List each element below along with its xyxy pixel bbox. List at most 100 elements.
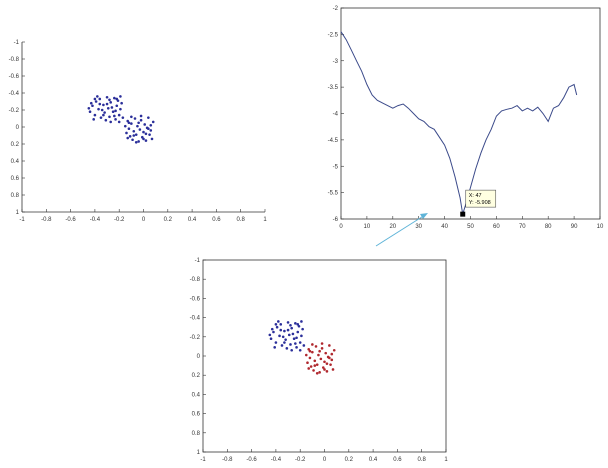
scatter-point (269, 337, 273, 341)
x-tick-label: 10 (597, 224, 604, 230)
scatter-point (289, 343, 292, 346)
scatter-point (307, 367, 311, 370)
scatter-point (287, 333, 291, 337)
scatter-point (130, 122, 133, 125)
scatter-point (330, 352, 334, 356)
scatter-point (323, 368, 326, 371)
scatter-point (131, 138, 134, 142)
scatter-point (98, 97, 102, 101)
scatter-point (117, 113, 121, 117)
scatter-point (291, 332, 295, 336)
scatter-point (109, 120, 112, 124)
scatter-point (294, 342, 297, 345)
scatter-point (92, 118, 95, 121)
scatter-point (151, 120, 155, 124)
y-tick-label: 1 (16, 210, 20, 216)
scatter-point (300, 320, 303, 323)
scatter-point (115, 104, 119, 108)
scatter-point (98, 102, 102, 106)
scatter-point (108, 98, 111, 102)
data-cursor-marker (460, 211, 466, 217)
arrow-shaft (375, 214, 426, 247)
y-tick-label: 0.6 (192, 412, 201, 418)
scatter-point (111, 110, 115, 113)
scatter-point (292, 337, 296, 341)
scatter-point (296, 323, 300, 326)
scatter-point (272, 330, 275, 334)
scatter-point (328, 344, 331, 347)
x-tick-label: 0.6 (393, 457, 402, 463)
scatter-point (319, 357, 323, 361)
x-tick-label: 70 (519, 224, 526, 230)
scatter-point (117, 120, 121, 124)
scatter-point (280, 344, 284, 347)
scatter-point (308, 356, 312, 360)
scatter-point (286, 321, 290, 324)
scatter-point (139, 114, 143, 118)
scatter-point (284, 338, 287, 341)
x-tick-label: 0.4 (369, 457, 378, 463)
tooltip-box (465, 189, 497, 208)
scatter-point (304, 353, 308, 357)
scatter-point (106, 107, 110, 110)
scatter-point (279, 328, 283, 332)
x-tick-label: -1 (200, 457, 206, 463)
scatter-point (306, 361, 309, 365)
y-tick-label: -0.2 (9, 108, 20, 114)
scatter-point (126, 136, 130, 140)
scatter-series-1 (304, 342, 336, 375)
scatter-point (270, 327, 274, 331)
y-tick-label: -6 (333, 217, 339, 223)
scatter-point (324, 351, 328, 355)
scatter-point (121, 116, 125, 119)
scatter-point (89, 101, 93, 105)
scatter-point (149, 124, 153, 127)
y-tick-label: -4.5 (328, 138, 339, 144)
scatter-point (321, 366, 325, 369)
x-tick-label: 80 (545, 224, 552, 230)
scatter-point (289, 323, 292, 327)
scatter-point (113, 96, 116, 100)
scatter-point (125, 131, 128, 135)
scatter-point (274, 341, 278, 344)
tooltip-y-label: Y: -5.908 (469, 200, 491, 206)
line-series-0 (340, 31, 578, 215)
scatter-point (120, 101, 123, 105)
scatter-point (286, 328, 290, 332)
scatter-point (290, 348, 293, 352)
scatter-point (147, 127, 150, 130)
x-tick-label: 0.8 (418, 457, 427, 463)
y-tick-label: 0.8 (11, 193, 20, 199)
scatter-point (138, 128, 142, 131)
x-tick-label: 1 (444, 457, 448, 463)
x-tick-label: 0.6 (212, 217, 221, 223)
scatter-point (132, 134, 136, 137)
y-tick-label: -0.8 (190, 277, 201, 283)
x-tick-label: -0.8 (41, 217, 52, 223)
scatter-point (123, 124, 127, 128)
scatter-point (136, 124, 139, 128)
scatter-point (128, 135, 132, 138)
axes-frame (202, 259, 447, 453)
scatter-point (297, 324, 301, 328)
scatter-point (100, 108, 104, 112)
scatter-point (329, 363, 332, 366)
y-tick-label: -0.6 (190, 296, 201, 302)
y-tick-label: 0.8 (192, 431, 201, 437)
scatter-point (150, 137, 154, 141)
scatter-point (302, 344, 306, 347)
y-tick-label: 0.4 (192, 392, 201, 398)
y-tick-label: 0.4 (11, 159, 20, 165)
scatter-point (143, 123, 147, 126)
y-tick-label: 0 (197, 354, 201, 360)
scatter-point (275, 325, 279, 329)
scatter-point (110, 106, 114, 109)
scatter-point (268, 333, 272, 337)
scatter-point (149, 129, 153, 132)
scatter-point (144, 132, 148, 136)
scatter-point (308, 349, 312, 353)
y-tick-label: -5.5 (328, 191, 339, 197)
x-tick-label: 0 (323, 457, 327, 463)
x-tick-label: 20 (389, 224, 396, 230)
scatter-point (274, 323, 278, 326)
